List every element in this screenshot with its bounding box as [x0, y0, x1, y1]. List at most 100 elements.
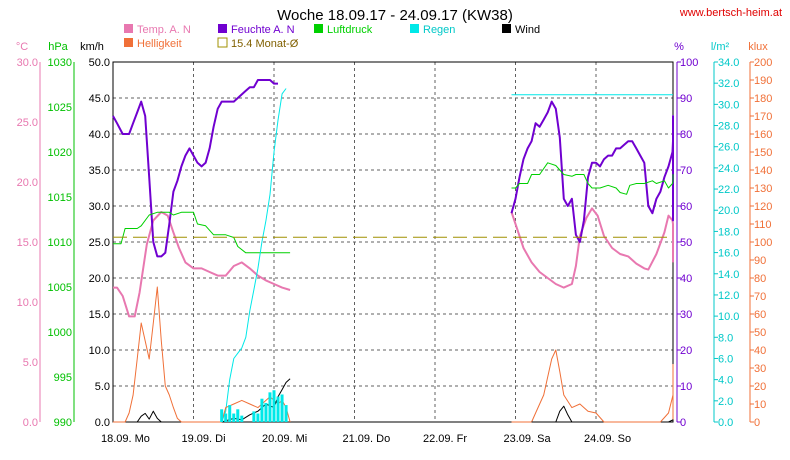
pressure-tick-label: 1000 — [48, 327, 72, 339]
rain-tick-label: 0.0 — [718, 417, 733, 429]
legend-swatch-6 — [217, 37, 228, 48]
wind-tick-label: 45.0 — [89, 93, 110, 105]
wind-tick-label: 40.0 — [89, 129, 110, 141]
light-tick-label: 200 — [754, 57, 772, 69]
pressure-tick-label: 1005 — [48, 282, 72, 294]
x-tick-label: 22.09. Fr — [423, 433, 467, 445]
rain-bar — [280, 394, 284, 422]
series-luftdruck-line — [113, 211, 291, 254]
rain-bar — [252, 411, 256, 422]
rain-tick-label: 18.0 — [718, 226, 739, 238]
legend-swatch-4 — [502, 24, 511, 33]
light-tick-label: 190 — [754, 75, 772, 87]
wind-tick-label: 10.0 — [89, 345, 110, 357]
humidity-tick-label: 60 — [680, 201, 692, 213]
rain-bar — [220, 409, 224, 422]
wind-unit-label: km/h — [80, 41, 104, 53]
light-tick-label: 130 — [754, 183, 772, 195]
series-feuchte-a-n-line — [510, 100, 674, 243]
rain-bar — [272, 390, 276, 422]
pressure-unit-label: hPa — [48, 41, 68, 53]
humidity-tick-label: 30 — [680, 309, 692, 321]
wind-tick-label: 50.0 — [89, 57, 110, 69]
rain-tick-label: 30.0 — [718, 99, 739, 111]
series-luftdruck-line — [511, 162, 674, 195]
rain-tick-label: 20.0 — [718, 205, 739, 217]
rain-bar — [284, 405, 288, 422]
light-tick-label: 20 — [754, 381, 766, 393]
rain-bar — [232, 413, 236, 422]
legend-swatch-1 — [218, 24, 227, 33]
rain-bar — [240, 415, 244, 422]
rain-unit-label: l/m² — [711, 41, 730, 53]
website-link: www.bertsch-heim.at — [679, 7, 782, 19]
rain-bar — [228, 405, 232, 422]
legend-swatch-2 — [314, 24, 323, 33]
series-temp-a-n-line — [113, 211, 291, 318]
rain-tick-label: 24.0 — [718, 163, 739, 175]
light-tick-label: 50 — [754, 327, 766, 339]
rain-tick-label: 34.0 — [718, 57, 739, 69]
temp-tick-label: 10.0 — [17, 297, 38, 309]
humidity-tick-label: 80 — [680, 129, 692, 141]
light-tick-label: 140 — [754, 165, 772, 177]
rain-bar — [260, 398, 264, 422]
wind-tick-label: 0.0 — [95, 417, 110, 429]
humidity-tick-label: 0 — [680, 417, 686, 429]
wind-tick-label: 20.0 — [89, 273, 110, 285]
series-wind-line — [531, 405, 573, 423]
series-helligkeit-line — [511, 349, 674, 423]
pressure-tick-label: 1015 — [48, 192, 72, 204]
rain-tick-label: 2.0 — [718, 396, 733, 408]
rain-bar — [264, 402, 268, 422]
wind-tick-label: 30.0 — [89, 201, 110, 213]
humidity-tick-label: 40 — [680, 273, 692, 285]
rain-tick-label: 8.0 — [718, 332, 733, 344]
rain-bar — [276, 396, 280, 422]
rain-tick-label: 4.0 — [718, 375, 733, 387]
pressure-tick-label: 1020 — [48, 147, 72, 159]
humidity-tick-label: 50 — [680, 237, 692, 249]
legend-swatch-0 — [124, 24, 133, 33]
series-wind-line — [129, 410, 162, 423]
series-wind-line — [668, 419, 674, 423]
temp-tick-label: 25.0 — [17, 117, 38, 129]
light-tick-label: 170 — [754, 111, 772, 123]
humidity-tick-label: 70 — [680, 165, 692, 177]
legend-label-2: Luftdruck — [327, 24, 373, 36]
x-tick-label: 19.09. Di — [182, 433, 226, 445]
rain-tick-label: 28.0 — [718, 121, 739, 133]
legend-label-4: Wind — [515, 24, 540, 36]
rain-tick-label: 14.0 — [718, 269, 739, 281]
rain-bar — [236, 409, 240, 422]
light-tick-label: 180 — [754, 93, 772, 105]
humidity-tick-label: 20 — [680, 345, 692, 357]
humidity-tick-label: 10 — [680, 381, 692, 393]
series-wind-line — [221, 378, 291, 423]
legend-swatch-3 — [410, 24, 419, 33]
series-temp-a-n-line — [510, 207, 674, 289]
x-tick-label: 21.09. Do — [343, 433, 391, 445]
rain-tick-label: 22.0 — [718, 184, 739, 196]
temp-tick-label: 0.0 — [23, 417, 38, 429]
temp-tick-label: 5.0 — [23, 357, 38, 369]
light-tick-label: 100 — [754, 237, 772, 249]
light-tick-label: 0 — [754, 417, 760, 429]
pressure-tick-label: 1010 — [48, 237, 72, 249]
rain-tick-label: 6.0 — [718, 353, 733, 365]
light-unit-label: klux — [748, 41, 768, 53]
rain-tick-label: 26.0 — [718, 142, 739, 154]
x-tick-label: 24.09. So — [584, 433, 631, 445]
x-tick-label: 20.09. Mi — [262, 433, 307, 445]
light-tick-label: 80 — [754, 273, 766, 285]
light-tick-label: 90 — [754, 255, 766, 267]
temp-tick-label: 15.0 — [17, 237, 38, 249]
rain-bar — [224, 413, 228, 422]
rain-tick-label: 10.0 — [718, 311, 739, 323]
rain-bar — [256, 413, 260, 422]
pressure-tick-label: 995 — [54, 372, 72, 384]
legend-label-1: Feuchte A. N — [231, 24, 295, 36]
temp-tick-label: 20.0 — [17, 177, 38, 189]
pressure-tick-label: 1030 — [48, 57, 72, 69]
